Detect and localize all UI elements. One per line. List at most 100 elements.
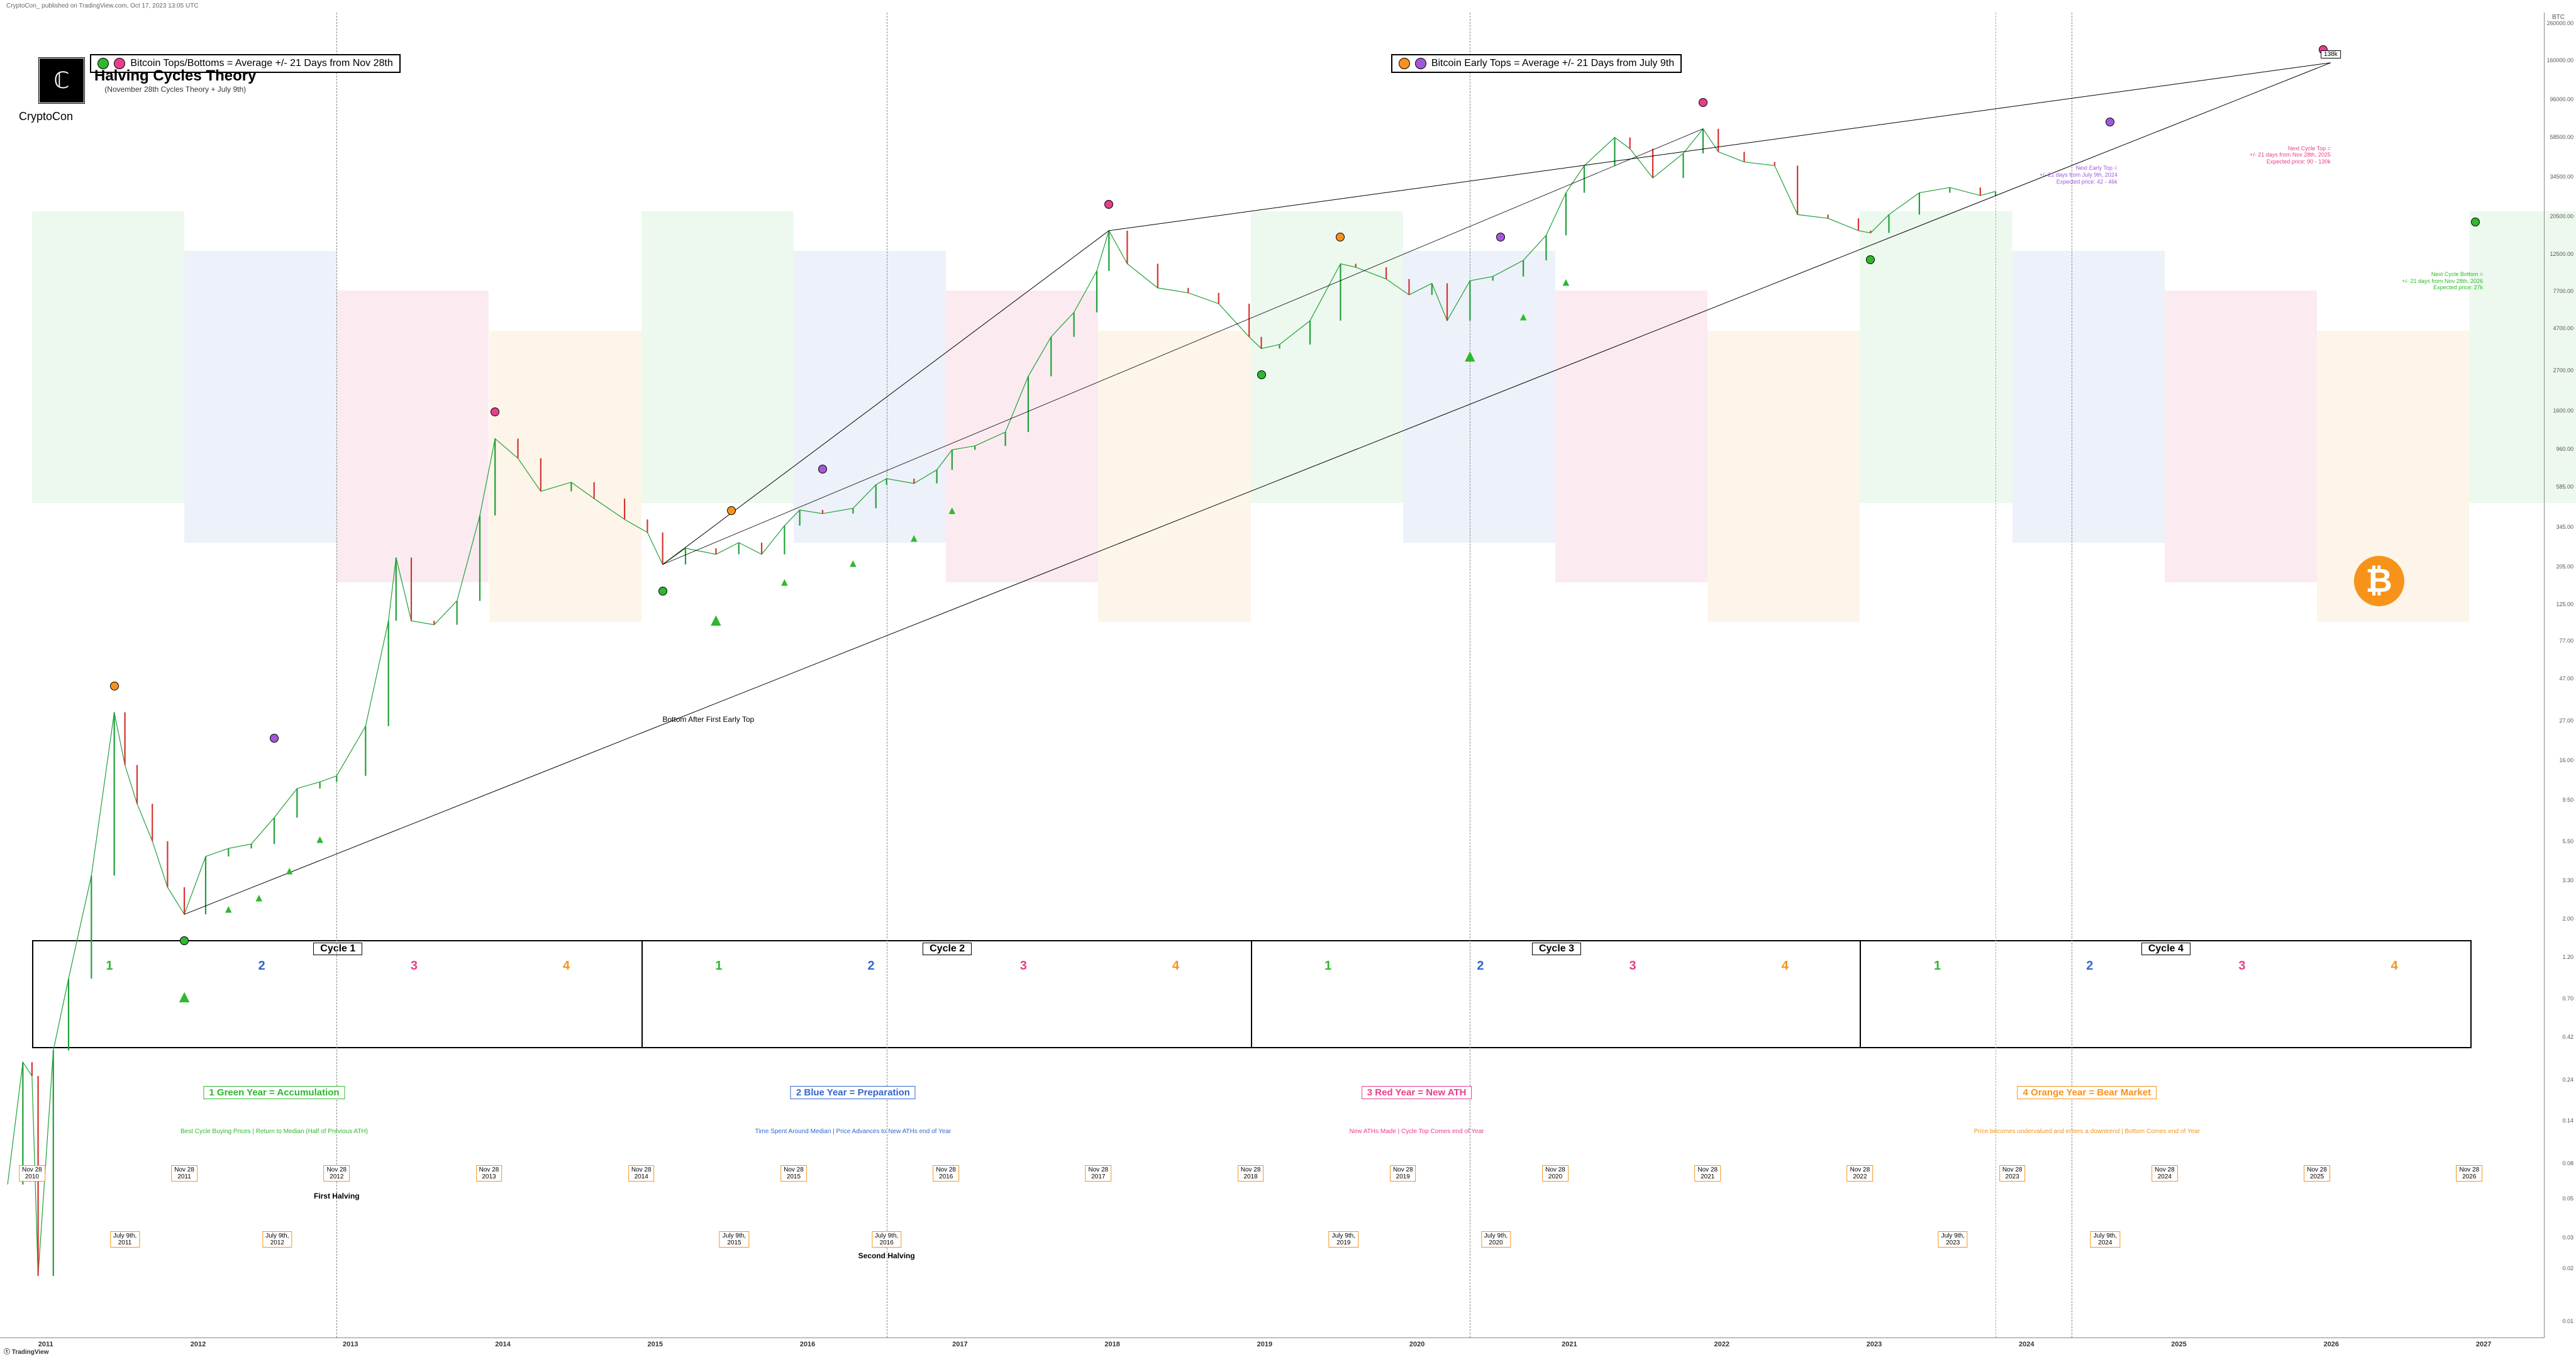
date-box: Nov 282017 <box>1085 1165 1112 1182</box>
date-box: July 9th,2020 <box>1481 1231 1511 1248</box>
cycle-box: Cycle 21234 <box>641 940 1253 1049</box>
x-tick: 2025 <box>2171 1341 2186 1348</box>
halving-label: Second Halving <box>858 1251 915 1260</box>
year-band <box>184 251 336 543</box>
title-text: Halving Cycles Theory(November 28th Cycl… <box>94 67 256 94</box>
y-tick: 34500.00 <box>2550 174 2573 180</box>
y-tick: 160000.00 <box>2546 57 2573 64</box>
x-tick: 2013 <box>343 1341 358 1348</box>
y-tick: 20500.00 <box>2550 213 2573 219</box>
cycle-year-number: 1 <box>1934 959 1941 973</box>
year-band <box>32 211 184 503</box>
cycle-marker <box>727 506 736 515</box>
x-tick: 2012 <box>191 1341 206 1348</box>
prediction-label: Next Early Top =+/- 21 days from July 9t… <box>2040 165 2118 185</box>
x-tick: 2018 <box>1104 1341 1119 1348</box>
chart-annotation: Bottom After First Early Top <box>662 715 754 724</box>
legend-dot-icon <box>1415 58 1426 69</box>
title-block: ℂHalving Cycles Theory(November 28th Cyc… <box>38 57 256 104</box>
year-band <box>641 211 794 503</box>
y-tick: 125.00 <box>2556 601 2573 607</box>
y-tick: 2.00 <box>2562 916 2573 922</box>
title-sub: (November 28th Cycles Theory + July 9th) <box>94 85 256 94</box>
up-arrow-icon: ▲ <box>1518 311 1529 324</box>
cycle-marker <box>180 936 189 945</box>
halving-label: First Halving <box>314 1192 360 1200</box>
y-tick: 0.01 <box>2562 1318 2573 1324</box>
x-tick: 2026 <box>2324 1341 2339 1348</box>
year-band <box>1555 291 1707 582</box>
date-box: July 9th,2015 <box>719 1231 749 1248</box>
cycle-label: Cycle 1 <box>313 943 362 955</box>
y-tick: 77.00 <box>2559 638 2573 644</box>
x-tick: 2022 <box>1714 1341 1729 1348</box>
tradingview-logo: ⓣ TradingView <box>4 1346 49 1356</box>
cycle-marker <box>110 682 119 690</box>
year-band <box>946 291 1098 582</box>
y-tick: 7700.00 <box>2553 288 2573 294</box>
cycle-marker <box>2471 218 2480 226</box>
year-band <box>336 291 489 582</box>
x-tick: 2021 <box>1562 1341 1577 1348</box>
cycle-marker <box>818 465 827 474</box>
y-tick: 5.50 <box>2562 838 2573 845</box>
y-tick: 58500.00 <box>2550 134 2573 140</box>
cycle-year-number: 3 <box>1629 959 1636 973</box>
cycle-year-number: 2 <box>258 959 265 973</box>
y-tick: 0.03 <box>2562 1234 2573 1241</box>
date-box: July 9th,2023 <box>1938 1231 1968 1248</box>
cycle-year-number: 3 <box>411 959 418 973</box>
cycle-marker <box>1104 200 1113 209</box>
cycle-marker <box>1496 233 1505 241</box>
up-arrow-icon: ▲ <box>223 902 234 916</box>
y-tick: 0.70 <box>2562 995 2573 1002</box>
cycle-year-number: 3 <box>1020 959 1027 973</box>
up-arrow-icon: ▲ <box>175 987 193 1007</box>
date-box: Nov 282023 <box>1999 1165 2026 1182</box>
up-arrow-icon: ▲ <box>1462 346 1479 366</box>
cycle-marker <box>1257 370 1266 379</box>
phase-label: 2 Blue Year = Preparation <box>791 1086 916 1099</box>
year-band <box>1251 211 1403 503</box>
date-box: July 9th,2012 <box>262 1231 292 1248</box>
y-tick: 3.30 <box>2562 877 2573 883</box>
cycle-marker <box>658 587 667 595</box>
cycle-year-number: 2 <box>2086 959 2093 973</box>
y-tick: 585.00 <box>2556 484 2573 490</box>
cycle-year-number: 4 <box>1782 959 1789 973</box>
up-arrow-icon: ▲ <box>708 610 725 630</box>
date-box: Nov 282019 <box>1390 1165 1416 1182</box>
year-band <box>794 251 946 543</box>
phase-label: 4 Orange Year = Bear Market <box>2018 1086 2157 1099</box>
x-tick: 2016 <box>800 1341 815 1348</box>
phase-description: New ATHs Made | Cycle Top Comes end of Y… <box>1350 1128 1484 1135</box>
y-tick: 27.00 <box>2559 717 2573 724</box>
x-tick: 2023 <box>1867 1341 1882 1348</box>
cycle-marker <box>1866 255 1875 264</box>
y-tick: 1.20 <box>2562 954 2573 960</box>
author-label: CryptoCon <box>19 110 73 123</box>
date-box: Nov 282018 <box>1238 1165 1264 1182</box>
y-tick: 9.50 <box>2562 797 2573 803</box>
date-box: July 9th,2019 <box>1329 1231 1358 1248</box>
up-arrow-icon: ▲ <box>779 576 790 589</box>
date-box: July 9th,2016 <box>872 1231 901 1248</box>
x-tick: 2024 <box>2019 1341 2034 1348</box>
year-band <box>2165 291 2317 582</box>
phase-label: 3 Red Year = New ATH <box>1362 1086 1472 1099</box>
date-box: July 9th,2011 <box>110 1231 140 1248</box>
date-box: Nov 282012 <box>323 1165 350 1182</box>
y-tick: 4700.00 <box>2553 325 2573 331</box>
y-tick: 0.24 <box>2562 1077 2573 1083</box>
y-tick: 2700.00 <box>2553 367 2573 374</box>
chart-area: ▲▲▲▲▲▲▲▲▲▲▲▲▲Bottom After First Early To… <box>0 13 2545 1338</box>
y-tick: 205.00 <box>2556 563 2573 570</box>
up-arrow-icon: ▲ <box>253 891 265 904</box>
up-arrow-icon: ▲ <box>947 504 958 518</box>
y-tick: 0.02 <box>2562 1265 2573 1271</box>
cycle-year-number: 1 <box>715 959 722 973</box>
year-band <box>1707 331 1860 623</box>
up-arrow-icon: ▲ <box>284 864 295 877</box>
prediction-label: Next Cycle Bottom =+/- 21 days from Nov … <box>2402 271 2483 291</box>
year-band <box>489 331 641 623</box>
